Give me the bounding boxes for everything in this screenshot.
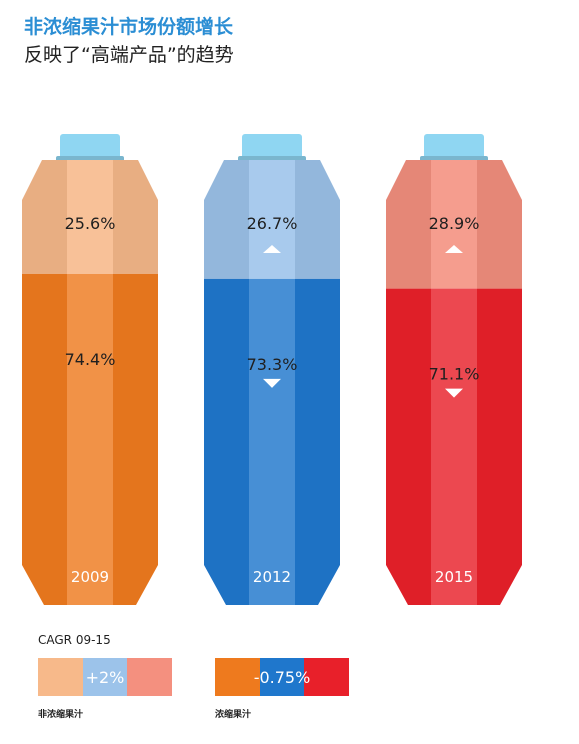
carton-cap-2012: [242, 134, 302, 160]
fc-segment-2015: [304, 658, 349, 696]
bar-top-right-face-2009: [113, 160, 158, 274]
data-label-top-2012: 26.7%: [247, 214, 298, 233]
nfc-cagr-bar: +2%: [38, 658, 172, 696]
fc-segment-2012: [260, 658, 304, 696]
data-label-bottom-2012: 73.3%: [247, 355, 298, 374]
data-label-bottom-2009: 74.4%: [65, 350, 116, 369]
fc-cagr-value: -0.75%: [253, 667, 311, 687]
bar-top-2009: [67, 160, 113, 274]
up-arrow-icon-2015: [445, 245, 463, 253]
bar-bottom-right-face-2009: [113, 273, 158, 605]
bar-bottom-left-face-2009: [22, 273, 67, 605]
up-arrow-icon-2012: [263, 245, 281, 253]
category-label-2009: 2009: [71, 568, 109, 586]
category-label-2012: 2012: [253, 568, 291, 586]
page-subtitle: 反映了“高端产品”的趋势: [24, 44, 234, 66]
nfc-segment-2012: [83, 658, 127, 696]
down-arrow-icon-2012: [263, 378, 281, 388]
bar-top-left-face-2015: [386, 160, 431, 289]
fc-cagr-bar: -0.75%: [215, 658, 349, 696]
down-arrow-icon-2015: [445, 388, 463, 398]
nfc-segment-2009: [38, 658, 83, 696]
carton-cap-2015: [424, 134, 484, 160]
bar-top-right-face-2015: [477, 160, 522, 289]
nfc-legend-name: 非浓缩果汁: [38, 710, 84, 720]
carton-cap-2009: [60, 134, 120, 160]
bar-bottom-2009: [67, 273, 113, 605]
bar-bottom-right-face-2015: [477, 288, 522, 605]
bar-top-left-face-2012: [204, 160, 249, 279]
cagr-label: CAGR 09-15: [38, 633, 111, 647]
bar-top-2015: [431, 160, 477, 289]
data-label-bottom-2015: 71.1%: [429, 365, 480, 384]
bar-bottom-right-face-2012: [295, 278, 340, 605]
nfc-cagr-value: +2%: [85, 667, 125, 687]
category-label-2015: 2015: [435, 568, 473, 586]
bar-top-left-face-2009: [22, 160, 67, 274]
bar-bottom-2015: [431, 288, 477, 605]
bar-top-right-face-2012: [295, 160, 340, 279]
page-title: 非浓缩果汁市场份额增长: [24, 16, 234, 38]
nfc-segment-2015: [127, 658, 172, 696]
data-label-top-2015: 28.9%: [429, 214, 480, 233]
bar-bottom-left-face-2012: [204, 278, 249, 605]
data-label-top-2009: 25.6%: [65, 214, 116, 233]
bar-bottom-2012: [249, 278, 295, 605]
stacked-bar-chart: 25.6% 74.4% 2009 26.7% 73.3% 2012 28.9% 71.1% 20…: [22, 134, 522, 605]
fc-legend-name: 浓缩果汁: [215, 710, 252, 720]
fc-segment-2009: [215, 658, 260, 696]
bar-top-2012: [249, 160, 295, 279]
bar-bottom-left-face-2015: [386, 288, 431, 605]
